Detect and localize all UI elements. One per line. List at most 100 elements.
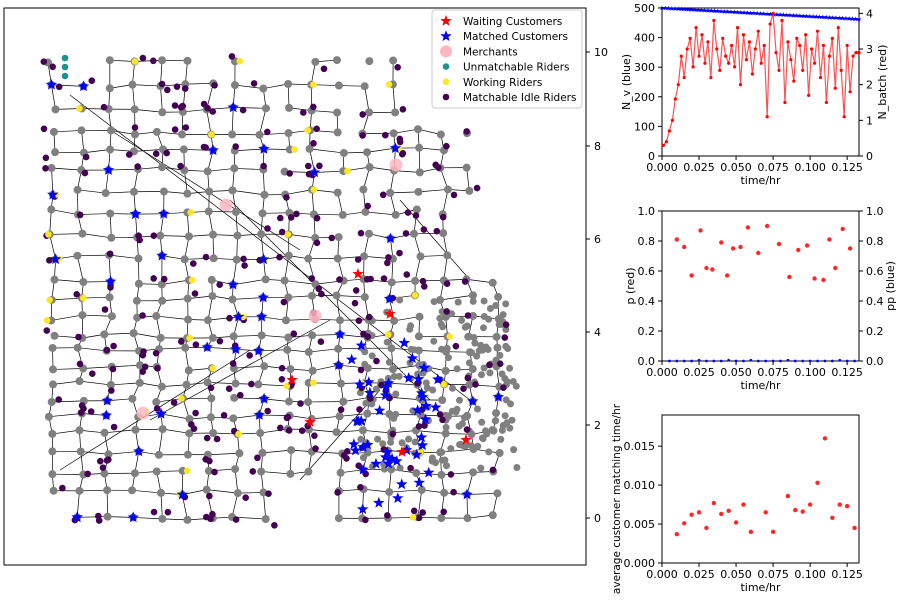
- road-node: [444, 185, 452, 193]
- x-tick-label: 0.100: [794, 161, 826, 174]
- merchant: [137, 407, 150, 420]
- y-tick-label: 0.005: [624, 518, 656, 531]
- pp-point: [838, 359, 841, 362]
- working-rider: [446, 333, 453, 340]
- road-node: [339, 211, 347, 219]
- road-node: [203, 486, 211, 494]
- road-node: [415, 332, 423, 340]
- matchable-idle-rider: [360, 331, 367, 338]
- working-rider: [386, 81, 393, 88]
- p-point: [675, 237, 679, 241]
- matchable-idle-rider: [465, 312, 472, 319]
- road-node: [257, 230, 265, 238]
- road-node: [100, 330, 108, 338]
- road-node: [183, 190, 191, 198]
- road-node: [131, 130, 139, 138]
- unmatchable-rider: [62, 64, 69, 71]
- matchable-idle-rider: [355, 256, 362, 263]
- legend-label: Working Riders: [463, 77, 542, 89]
- road-node: [103, 486, 111, 494]
- matchable-idle-rider: [390, 431, 397, 438]
- working-rider: [410, 514, 417, 521]
- x-tick-label: 0.075: [757, 161, 789, 174]
- pp-point: [801, 360, 804, 363]
- road-node: [438, 321, 445, 328]
- matchable-idle-rider: [88, 408, 95, 415]
- pp-point: [809, 360, 812, 363]
- matchable-idle-rider: [404, 271, 411, 278]
- road-node: [205, 207, 213, 215]
- p-point: [777, 242, 781, 246]
- road-node: [49, 380, 57, 388]
- matchable-idle-rider: [264, 225, 271, 232]
- matchable-idle-rider: [435, 164, 442, 171]
- road-node: [284, 80, 292, 88]
- matchable-idle-rider: [193, 341, 200, 348]
- pp-point: [690, 360, 693, 363]
- p-point: [746, 225, 750, 229]
- road-node: [102, 189, 110, 197]
- road-node: [360, 454, 367, 461]
- road-node: [183, 57, 191, 65]
- y-tick-label: 0.8: [638, 235, 656, 248]
- road-node: [366, 163, 374, 171]
- y-tick-label: 0: [648, 150, 655, 163]
- road-node: [493, 489, 501, 497]
- matchable-idle-rider: [264, 129, 271, 136]
- merchant: [390, 159, 403, 172]
- p-point: [821, 278, 825, 282]
- p-point: [805, 243, 809, 247]
- matchable-idle-rider: [277, 425, 284, 432]
- road-node: [204, 167, 212, 175]
- road-node: [229, 414, 237, 422]
- road-node: [361, 293, 369, 301]
- pp-point: [668, 360, 671, 363]
- road-node: [335, 233, 343, 241]
- road-node: [500, 311, 507, 318]
- matchable-idle-rider: [288, 214, 295, 221]
- matchable-idle-rider: [474, 185, 481, 192]
- matchable-idle-rider: [462, 278, 469, 285]
- road-node: [128, 81, 136, 89]
- road-node: [130, 188, 138, 196]
- y-axis-label: p (red): [624, 267, 637, 304]
- matchable-idle-rider: [312, 445, 319, 452]
- matchable-idle-rider: [311, 432, 318, 439]
- working-rider: [80, 295, 87, 302]
- matchable-idle-rider: [43, 155, 50, 162]
- matchable-idle-rider: [240, 256, 247, 263]
- road-node: [254, 380, 262, 388]
- working-rider: [187, 209, 194, 216]
- road-node: [52, 105, 60, 113]
- road-node: [230, 332, 238, 340]
- working-rider: [237, 58, 244, 65]
- working-rider: [44, 317, 51, 324]
- road-node: [396, 373, 403, 380]
- road-node: [359, 426, 367, 434]
- road-node: [417, 252, 425, 260]
- matchable-idle-rider: [172, 126, 179, 133]
- matchable-idle-rider: [177, 163, 184, 170]
- y-right-tick-label: 0.6: [866, 265, 884, 278]
- road-node: [361, 361, 368, 368]
- matchable-idle-rider: [281, 299, 288, 306]
- y-tick-label: 1.0: [638, 205, 656, 218]
- road-node: [285, 104, 293, 112]
- road-node: [78, 126, 86, 134]
- nbatch-point: [671, 119, 674, 122]
- road-node: [287, 446, 295, 454]
- matchable-idle-rider: [264, 408, 271, 415]
- working-rider: [311, 186, 318, 193]
- road-node: [478, 419, 485, 426]
- matchable-idle-rider: [202, 456, 209, 463]
- road-node: [363, 410, 371, 418]
- matchable-idle-rider: [286, 427, 293, 434]
- road-node: [234, 489, 242, 497]
- matching-time-point: [845, 504, 849, 508]
- road-node: [415, 144, 423, 152]
- road-node: [496, 449, 504, 457]
- road-node: [108, 312, 116, 320]
- y-axis-label: N_v (blue): [620, 54, 633, 110]
- matchable-idle-rider: [171, 399, 178, 406]
